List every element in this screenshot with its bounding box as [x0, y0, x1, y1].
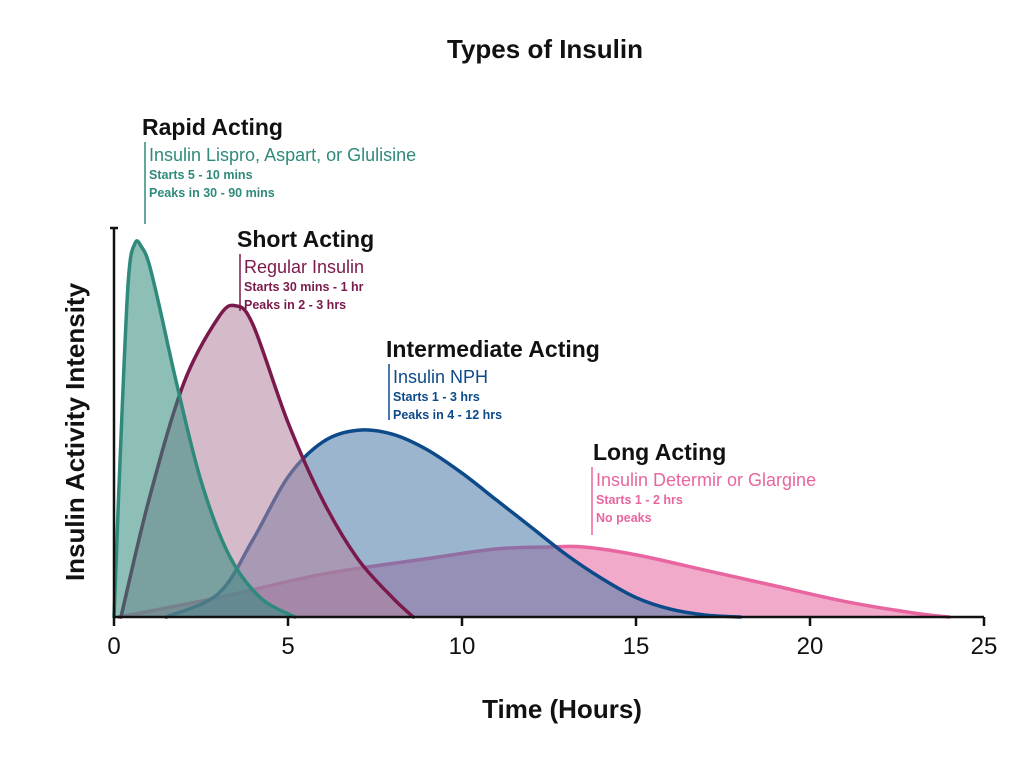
- long-acting-drug-names: Insulin Determir or Glargine: [596, 470, 816, 490]
- long-acting-heading: Long Acting: [593, 439, 726, 465]
- intermediate-acting-heading: Intermediate Acting: [386, 336, 600, 362]
- x-tick-label-0: 0: [107, 633, 120, 660]
- intermediate-acting-detail-2: Peaks in 4 - 12 hrs: [393, 408, 502, 422]
- long-acting-detail-1: Starts 1 - 2 hrs: [596, 493, 683, 507]
- long-acting-detail-2: No peaks: [596, 511, 652, 525]
- x-axis-title: Time (Hours): [482, 694, 642, 724]
- y-axis-title: Insulin Activity Intensity: [60, 282, 90, 581]
- rapid-acting-detail-1: Starts 5 - 10 mins: [149, 168, 253, 182]
- rapid-acting-drug-names: Insulin Lispro, Aspart, or Glulisine: [149, 145, 416, 165]
- intermediate-acting-drug-names: Insulin NPH: [393, 367, 488, 387]
- rapid-acting-detail-2: Peaks in 30 - 90 mins: [149, 186, 275, 200]
- short-acting-detail-2: Peaks in 2 - 3 hrs: [244, 298, 346, 312]
- x-tick-label-10: 10: [449, 633, 476, 660]
- x-tick-label-15: 15: [623, 633, 650, 660]
- rapid-acting-heading: Rapid Acting: [142, 114, 283, 140]
- chart-title: Types of Insulin: [447, 34, 643, 64]
- rapid-acting-line: [112, 239, 297, 619]
- series-layer: [112, 239, 951, 619]
- annotation-layer: Long Acting Insulin Determir or Glargine S…: [142, 114, 816, 535]
- intermediate-acting-annotation: Intermediate Acting Insulin NPH Starts 1 -…: [386, 336, 600, 422]
- rapid-acting-area: [114, 240, 295, 618]
- short-acting-heading: Short Acting: [237, 226, 374, 252]
- short-acting-annotation: Short Acting Regular Insulin Starts 30 min…: [237, 226, 374, 312]
- short-acting-detail-1: Starts 30 mins - 1 hr: [244, 280, 364, 294]
- rapid-acting-annotation: Rapid Acting Insulin Lispro, Aspart, or G…: [142, 114, 416, 224]
- x-tick-label-25: 25: [971, 633, 998, 660]
- short-acting-drug-names: Regular Insulin: [244, 257, 364, 277]
- x-tick-label-20: 20: [797, 633, 824, 660]
- intermediate-acting-detail-1: Starts 1 - 3 hrs: [393, 390, 480, 404]
- axes-layer: 0 5 10 15 20 25: [107, 226, 998, 660]
- long-acting-annotation: Long Acting Insulin Determir or Glargine S…: [591, 439, 816, 535]
- x-tick-label-5: 5: [281, 633, 294, 660]
